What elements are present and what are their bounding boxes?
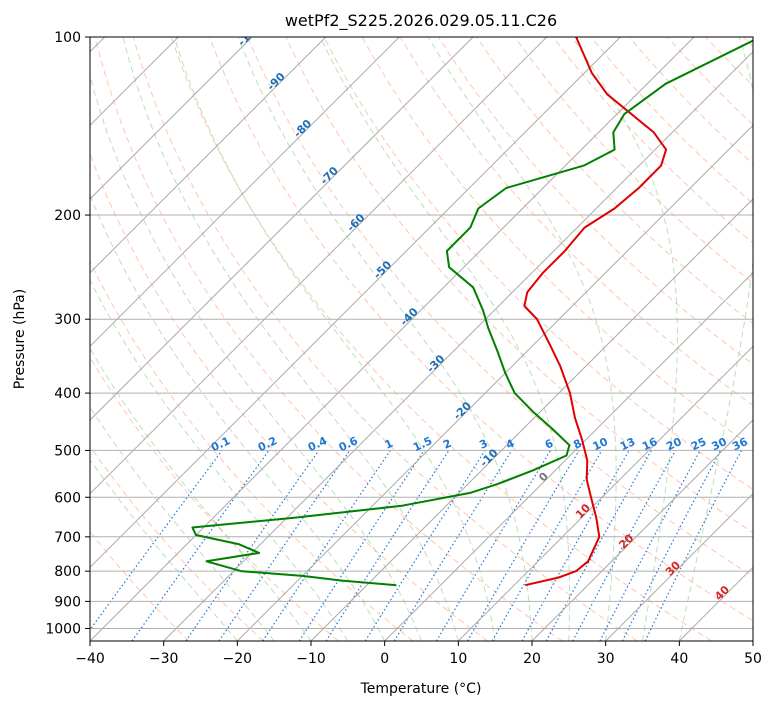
mixing-ratio-line xyxy=(298,450,425,641)
isotherm-line xyxy=(236,124,753,641)
dry-adiabat xyxy=(514,37,753,284)
y-axis-title: Pressure (hPa) xyxy=(12,289,28,389)
x-axis-title: Temperature (°C) xyxy=(360,681,482,697)
dry-adiabat xyxy=(247,37,753,577)
mixing-ratio-label: 10 xyxy=(591,435,611,453)
isotherm-label: -100 xyxy=(235,20,264,49)
moist-adiabat xyxy=(427,37,617,641)
x-tick-label: −40 xyxy=(75,651,105,667)
isotherm-line xyxy=(90,37,400,348)
x-tick-label: 20 xyxy=(523,651,541,667)
moist-adiabat xyxy=(90,458,238,641)
dewpoint-profile-line xyxy=(191,39,753,587)
isotherm-line xyxy=(531,419,753,641)
dry-adiabat xyxy=(209,37,753,622)
dry-adiabat xyxy=(323,37,753,491)
isotherm-line xyxy=(457,345,753,641)
chart-title: wetPf2_S225.2026.029.05.11.C26 xyxy=(285,11,557,31)
y-tick-label: 200 xyxy=(54,208,81,224)
moist-adiabat xyxy=(90,406,275,641)
moist-adiabat xyxy=(173,37,496,641)
moist-adiabat xyxy=(319,37,570,641)
dry-adiabat xyxy=(170,37,712,641)
y-tick-label: 300 xyxy=(54,312,81,328)
y-tick-label: 400 xyxy=(54,386,81,402)
isotherm-line xyxy=(384,271,753,641)
y-tick-label: 600 xyxy=(54,490,81,506)
moist-adiabat xyxy=(678,37,753,641)
mixing-ratio-label: 20 xyxy=(664,435,684,453)
x-tick-label: −10 xyxy=(296,651,326,667)
dry-adiabat xyxy=(476,37,753,325)
isotherm-line xyxy=(90,37,695,641)
mixing-ratio-line xyxy=(521,450,630,641)
moist-adiabat xyxy=(122,37,459,641)
mixing-ratio-line xyxy=(185,450,320,641)
mixing-ratio-line xyxy=(393,450,513,641)
mixing-ratio-line xyxy=(325,450,450,641)
isotherm-line xyxy=(163,50,753,641)
moist-adiabat xyxy=(237,37,533,641)
mixing-ratio-line xyxy=(621,450,722,641)
mixing-ratio-line xyxy=(545,450,652,641)
isotherm-line xyxy=(90,37,548,495)
mixing-ratio-line xyxy=(262,450,391,641)
y-tick-label: 800 xyxy=(54,564,81,580)
moist-adiabat xyxy=(90,193,386,641)
dry-adiabat xyxy=(94,37,563,641)
mixing-ratio-label: 30 xyxy=(710,435,730,453)
isotherm-line xyxy=(90,37,253,200)
y-tick-label: 1000 xyxy=(45,621,81,637)
dry-adiabat xyxy=(285,37,753,534)
y-tick-label: 700 xyxy=(54,530,81,546)
plot-frame xyxy=(89,36,754,642)
x-tick-label: 10 xyxy=(449,651,467,667)
isotherm-line xyxy=(90,37,474,421)
isotherm-line xyxy=(90,37,327,274)
mixing-ratio-label: 25 xyxy=(689,435,708,453)
mixing-ratio-label: 36 xyxy=(730,435,750,453)
x-tick-label: 40 xyxy=(670,651,688,667)
dry-adiabat xyxy=(132,37,638,641)
dry-adiabat xyxy=(90,356,339,641)
x-tick-label: 50 xyxy=(744,651,762,667)
isotherm-line xyxy=(310,198,753,641)
isotherm-line xyxy=(90,37,621,569)
x-tick-label: −30 xyxy=(149,651,179,667)
x-tick-label: −20 xyxy=(223,651,253,667)
x-tick-label: 0 xyxy=(380,651,389,667)
mixing-ratio-line xyxy=(218,450,351,641)
mixing-ratio-label: 16 xyxy=(640,435,660,453)
dry-adiabat xyxy=(90,445,264,641)
plot-background xyxy=(90,37,753,641)
x-tick-label: 30 xyxy=(597,651,615,667)
temperature-profile-line xyxy=(523,37,668,587)
isotherm-line xyxy=(605,492,753,641)
mixing-ratio-line xyxy=(90,450,223,631)
mixing-ratio-line xyxy=(572,450,677,641)
y-tick-label: 100 xyxy=(54,30,81,46)
isotherm-line xyxy=(752,640,753,641)
dry-adiabat xyxy=(90,260,414,641)
moist-adiabat xyxy=(571,37,678,641)
y-tick-label: 900 xyxy=(54,594,81,610)
y-tick-label: 500 xyxy=(54,443,81,459)
moist-adiabat xyxy=(90,73,422,641)
mixing-ratio-label: 13 xyxy=(618,435,637,453)
mixing-ratio-line xyxy=(644,450,743,641)
